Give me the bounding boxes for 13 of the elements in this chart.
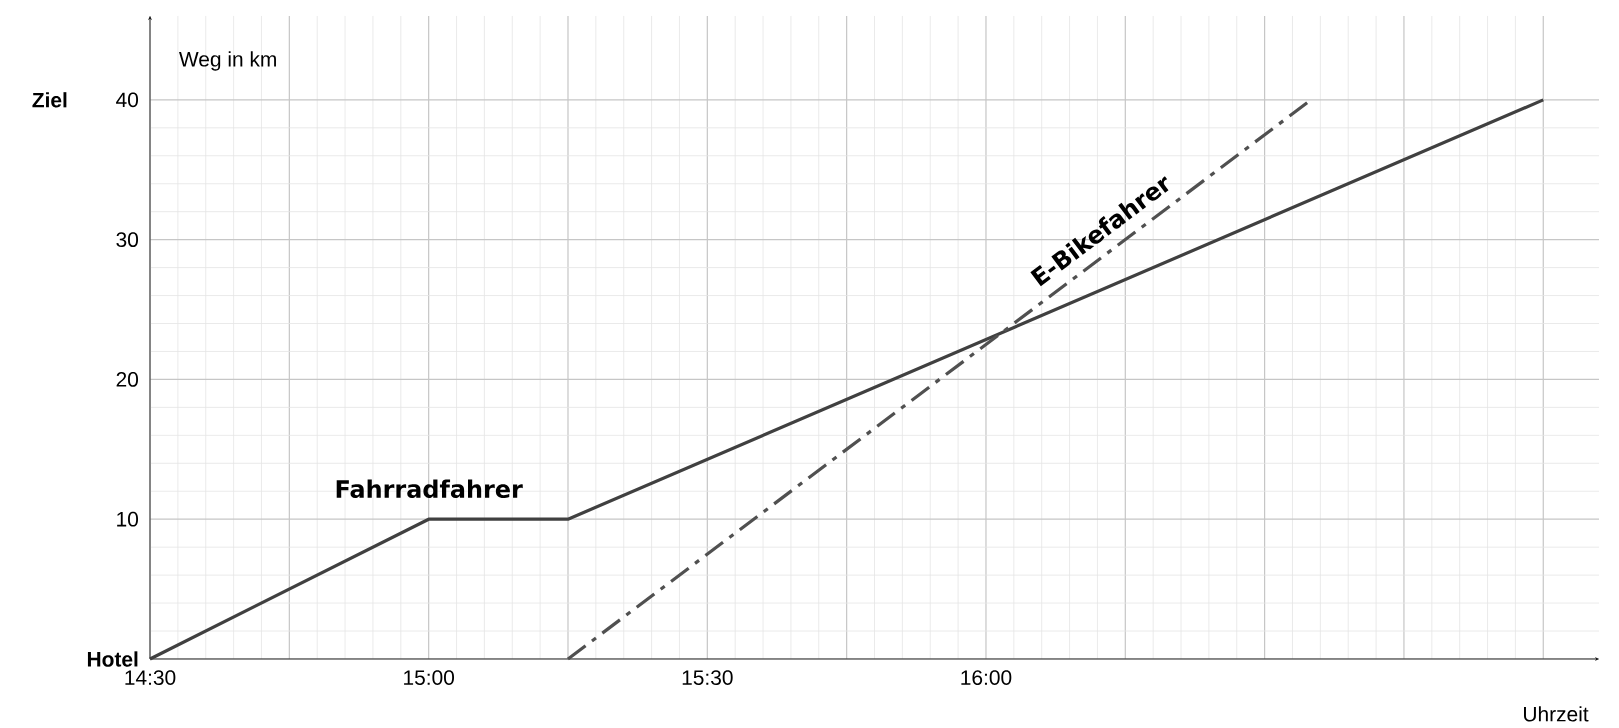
x-tick-label: 15:00: [404, 670, 455, 685]
x-tick-label: 15:30: [682, 670, 733, 685]
y-tick-label: Hotel: [87, 651, 138, 667]
y-tick-label: 40: [116, 92, 139, 108]
series-label: Fahrradfahrer: [336, 479, 523, 499]
y-tick-label: 30: [116, 232, 139, 248]
y-tick-label: 20: [116, 372, 139, 387]
y-tick-label: 10: [117, 511, 139, 527]
text: Ziel: [32, 92, 67, 108]
y-axis-title: Weg in km: [179, 51, 276, 71]
x-tick-label: 14:30: [125, 670, 176, 685]
x-axis-title: Uhrzeit: [1524, 706, 1589, 722]
x-tick-label: 16:00: [961, 670, 1012, 685]
